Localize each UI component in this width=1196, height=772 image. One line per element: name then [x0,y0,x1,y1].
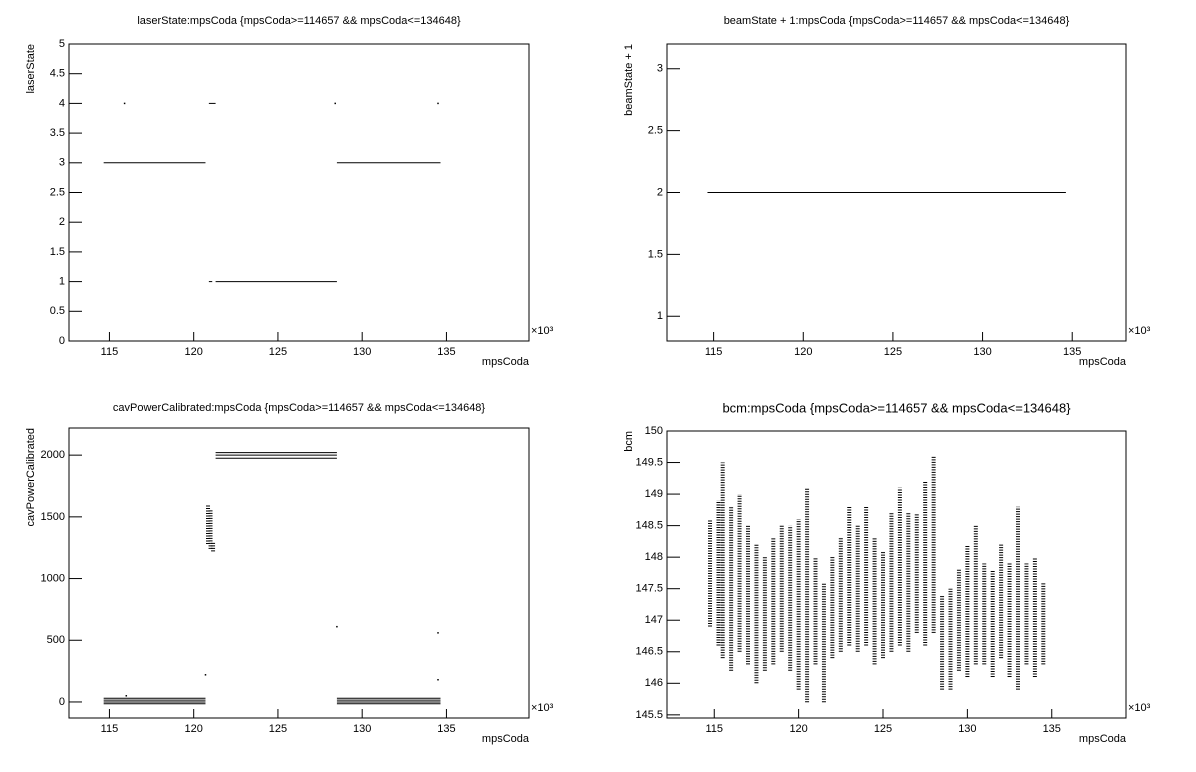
y-tick-label: 147 [645,614,663,626]
x-exponent: ×10³ [1128,325,1151,337]
y-tick-label: 3 [59,157,65,169]
data-point [437,102,439,105]
y-tick-label: 0.5 [50,305,65,317]
x-exponent: ×10³ [1128,702,1151,714]
y-tick-label: 4.5 [50,68,65,80]
y-axis-label: bcm [623,431,635,452]
x-tick-label: 135 [437,723,455,735]
x-tick-label: 130 [958,723,976,735]
y-tick-label: 2.5 [648,125,663,137]
x-axis-label: mpsCoda [1079,356,1127,368]
x-tick-label: 130 [973,346,991,358]
y-axis-label: laserState [25,44,37,94]
x-tick-label: 125 [269,723,287,735]
y-axis-label: beamState + 1 [623,44,635,116]
data-point [334,102,336,105]
x-tick-label: 115 [101,346,119,358]
y-tick-label: 1.5 [648,248,663,260]
data-point [125,695,128,697]
x-axis-label: mpsCoda [482,356,530,368]
y-tick-label: 0 [59,335,65,347]
y-tick-label: 2 [59,216,65,228]
data-point [437,632,439,634]
x-tick-label: 125 [269,346,287,358]
y-tick-label: 150 [645,425,663,437]
y-tick-label: 149.5 [635,456,663,468]
x-tick-label: 135 [1063,346,1081,358]
data-point [336,625,338,628]
x-tick-label: 120 [794,346,812,358]
x-tick-label: 115 [101,723,119,735]
x-tick-label: 135 [437,346,455,358]
y-tick-label: 148 [645,551,663,563]
y-tick-label: 3 [657,63,663,75]
y-tick-label: 4 [59,97,65,109]
x-exponent: ×10³ [531,325,554,337]
chart-title: laserState:mpsCoda {mpsCoda>=114657 && m… [137,15,461,27]
y-tick-label: 2000 [41,449,65,461]
y-tick-label: 1 [59,276,65,288]
plot-frame [68,427,530,719]
y-tick-label: 146 [645,677,663,689]
y-tick-label: 0 [59,696,65,708]
x-axis-label: mpsCoda [1079,733,1127,745]
x-tick-label: 120 [185,346,203,358]
y-axis-label: cavPowerCalibrated [25,428,37,526]
x-tick-label: 115 [705,723,723,735]
y-tick-label: 1 [657,310,663,322]
plot-frame [666,430,1127,719]
x-tick-label: 125 [874,723,892,735]
y-tick-label: 2 [657,186,663,198]
x-tick-label: 115 [705,346,723,358]
y-tick-label: 1.5 [50,246,65,258]
y-tick-label: 147.5 [635,583,663,595]
data-point [437,678,439,681]
x-tick-label: 130 [353,346,371,358]
y-tick-label: 149 [645,488,663,500]
y-tick-label: 3.5 [50,127,65,139]
plot-frame [68,43,530,342]
y-tick-label: 146.5 [635,646,663,658]
x-tick-label: 130 [353,723,371,735]
y-tick-label: 1000 [41,572,65,584]
y-tick-label: 148.5 [635,520,663,532]
y-tick-label: 2.5 [50,186,65,198]
y-tick-label: 145.5 [635,709,663,721]
y-tick-label: 5 [59,38,65,50]
chart-title: beamState + 1:mpsCoda {mpsCoda>=114657 &… [724,15,1070,27]
data-point [123,102,126,105]
x-tick-label: 120 [185,723,203,735]
data-point [204,674,207,676]
x-tick-label: 120 [789,723,807,735]
y-tick-label: 500 [47,634,65,646]
chart-title: bcm:mpsCoda {mpsCoda>=114657 && mpsCoda<… [722,400,1071,415]
x-exponent: ×10³ [531,702,554,714]
x-tick-label: 125 [884,346,902,358]
y-tick-label: 1500 [41,511,65,523]
chart-title: cavPowerCalibrated:mpsCoda {mpsCoda>=114… [113,402,486,414]
x-tick-label: 135 [1043,723,1061,735]
x-axis-label: mpsCoda [482,733,530,745]
